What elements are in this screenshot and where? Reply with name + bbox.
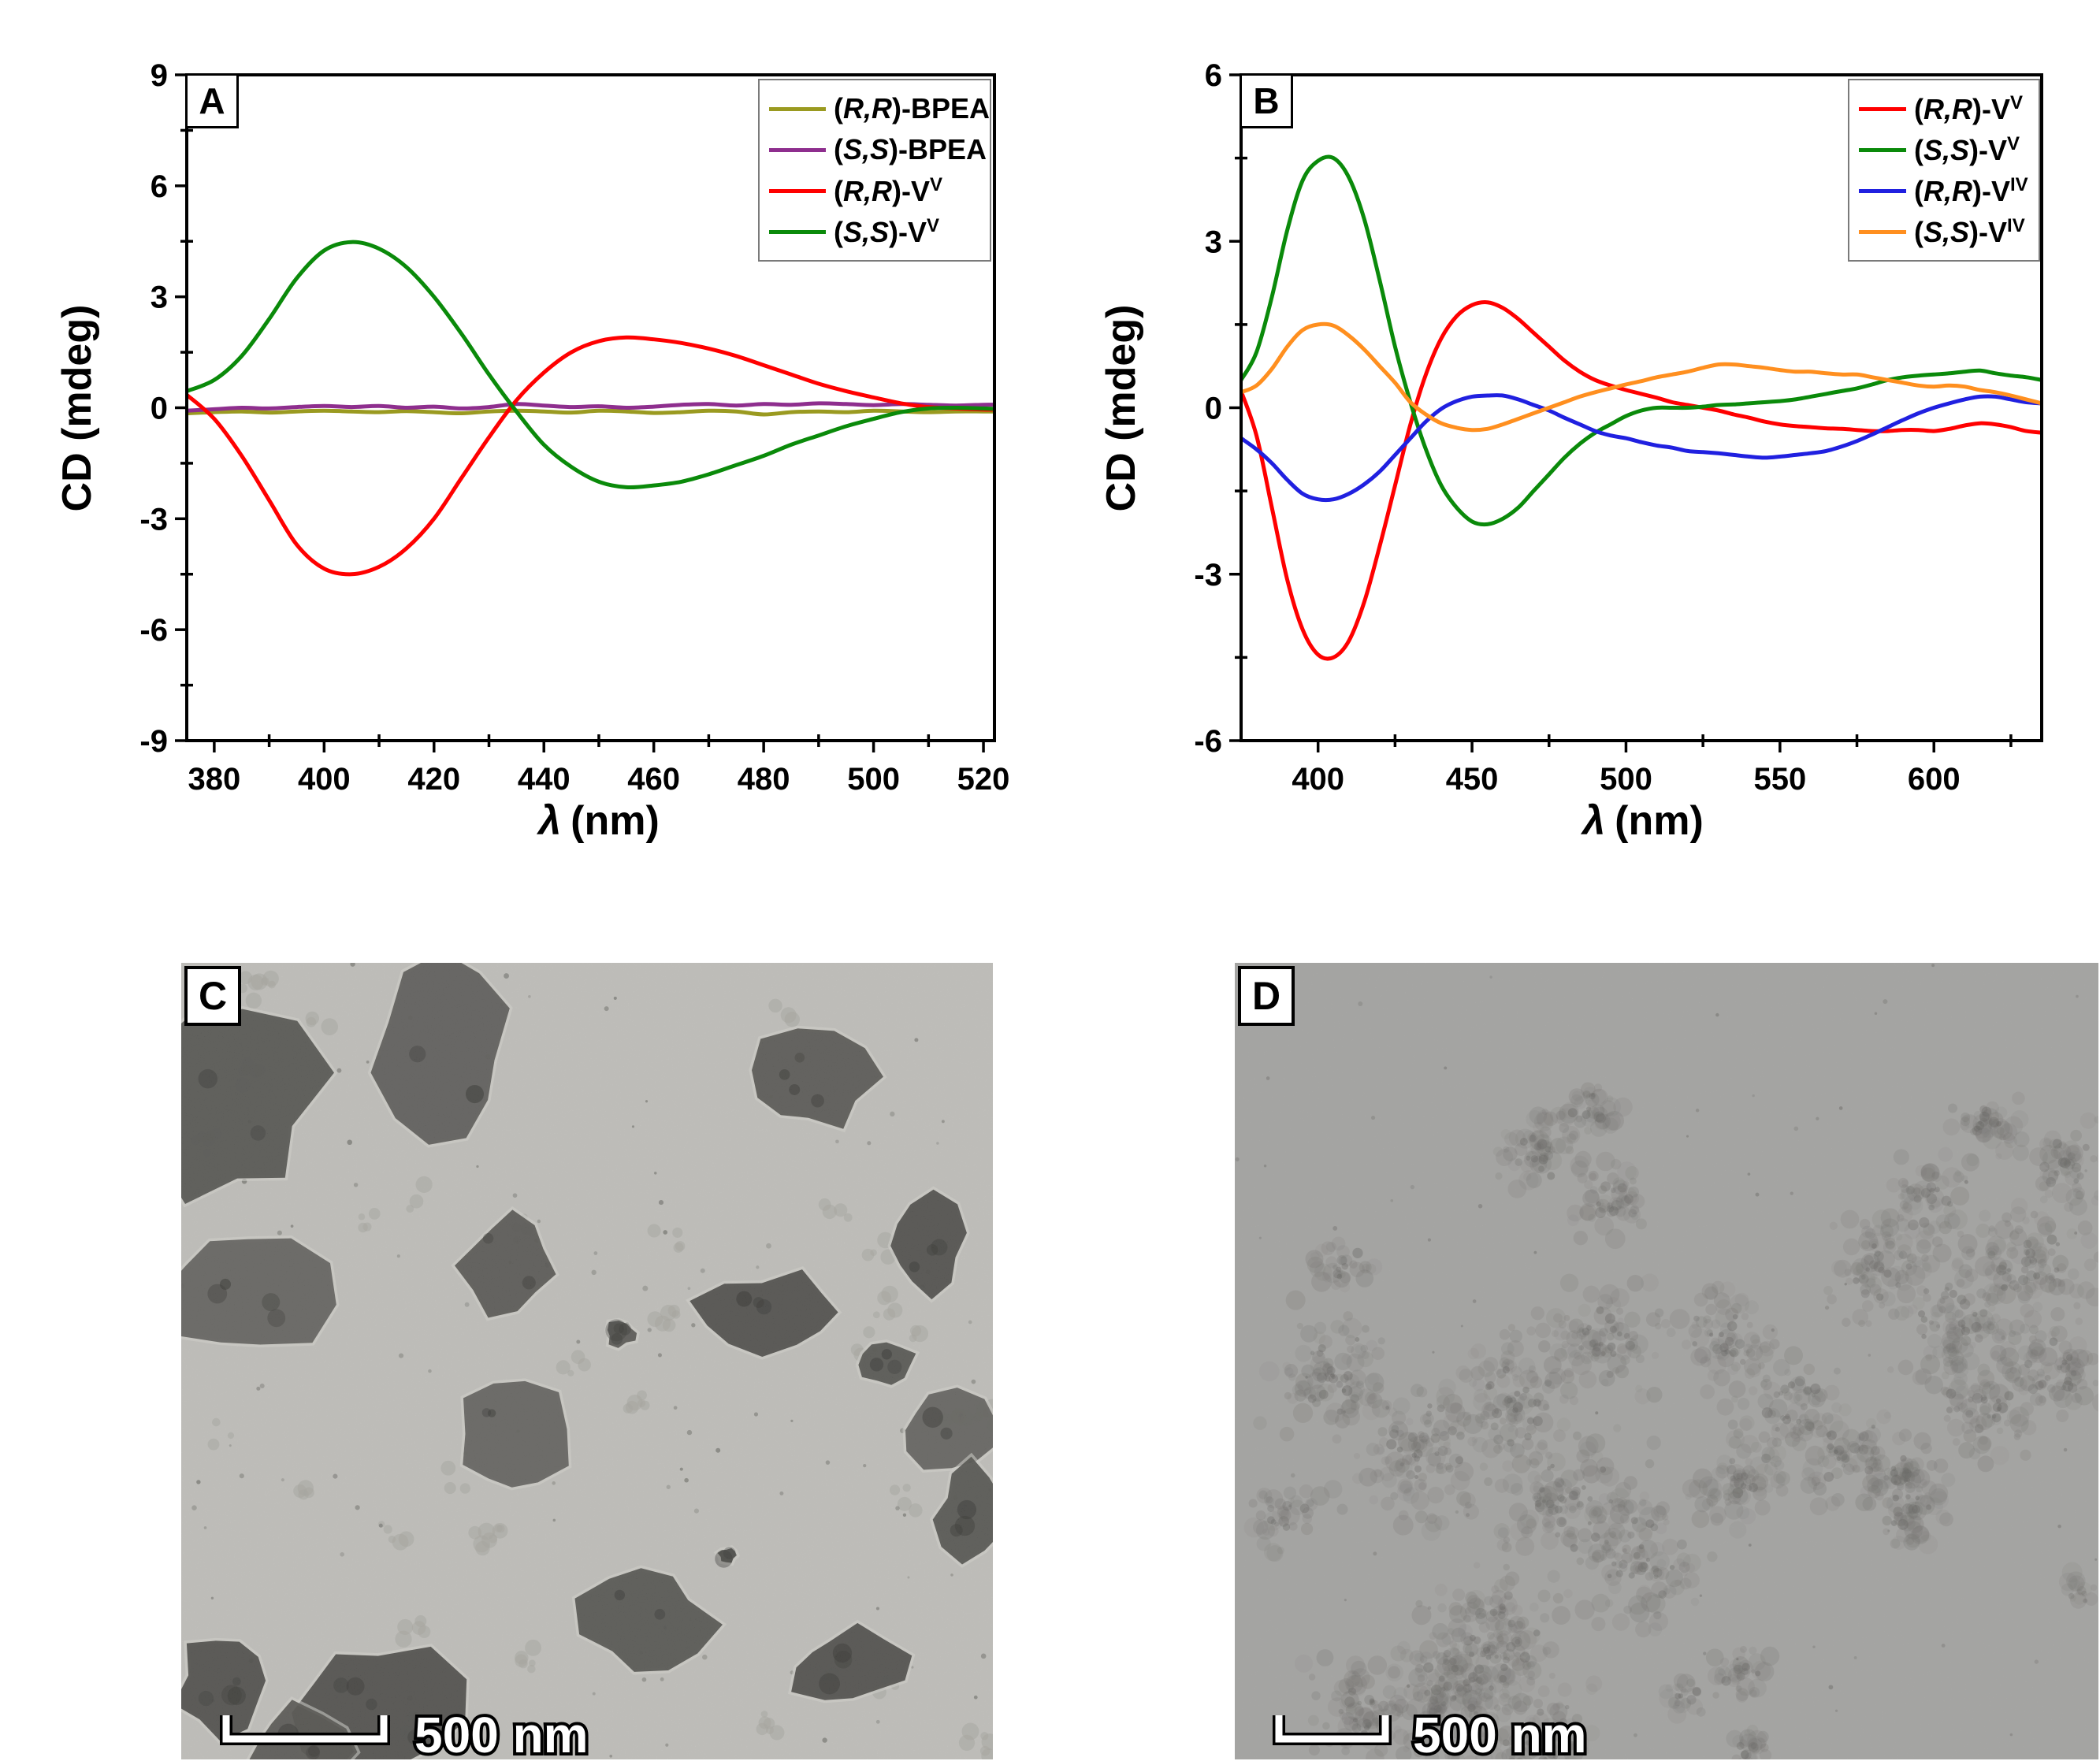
tick-label: 400 [298,762,351,797]
panel-B: 400 450 500 550 600 6 3 0 -3 -6 B λ (nm) CD (mdeg)… [1044,0,2100,882]
tick-label: -3 [139,502,168,537]
legend-line-sample [769,106,826,111]
chart-B-series [1241,154,2042,661]
y-axis-title-A: CD (mdeg) [54,304,100,512]
legend-line-sample [1859,229,1906,234]
tick-label: 0 [151,392,168,426]
tick-label: 3 [151,280,168,315]
tick-label: -6 [1194,724,1222,759]
legend-label: (R,R)-VV [1914,91,2024,125]
panel-letter: C [198,974,228,1018]
tick-label: 3 [1205,225,1222,259]
legend-label: (S,S)-VV [834,214,940,248]
chart-B-canvas: 400 450 500 550 600 6 3 0 -3 -6 [1194,58,2043,797]
panel-letter: D [1251,974,1281,1018]
tick-label: 600 [1908,762,1961,797]
tem-C-noise [181,963,993,1759]
series-line-ss-vv [187,240,994,490]
legend-label: (R,R)-VIV [1914,173,2028,207]
legend-line-sample [769,188,826,193]
x-axis-title-A: λ (nm) [538,798,660,844]
scalebar-label: 500 nm [414,1707,589,1759]
tick-label: 6 [151,169,168,204]
tick-label: 420 [407,762,460,797]
panel-D: 500 nm D [1235,963,2098,1759]
panel-letter: B [1253,80,1280,121]
panel-label-A: A [185,73,239,128]
series-line-ss-vv [1241,154,2042,527]
legend-A: (R,R)-BPEA (S,S)-BPEA (R,R)-VV (S,S)-VV [758,79,991,262]
legend-line-sample [1859,147,1906,152]
series-line-ss-bpea [187,401,994,413]
tick-label: 500 [847,762,900,797]
tick-label: 450 [1446,762,1499,797]
legend-label: (S,S)-VIV [1914,214,2025,248]
legend-line-sample [769,229,826,234]
scalebar-C: 500 nm [220,1703,592,1759]
series-line-ss-viv [1241,321,2042,433]
panel-label-B: B [1240,73,1293,128]
axis-tick-labels-A: 380 400 420 440 460 480 500 520 9 6 3 0 -3 -6 -9 [139,58,1009,797]
legend-line-sample [769,147,826,152]
scalebar-D: 500 nm [1273,1703,1590,1759]
legend-item-rr-bpea: (R,R)-BPEA [769,88,990,129]
tem-D-content [1235,963,2098,1759]
tick-label: 9 [151,58,168,93]
legend-item-ss-vv: (S,S)-VV [769,211,987,252]
tick-label: -6 [139,613,168,648]
panel-label-C: C [184,966,241,1026]
legend-item-ss-vv: (S,S)-VV [1859,129,2035,170]
tick-label: 0 [1205,392,1222,426]
tick-label: 520 [957,762,1010,797]
legend-item-rr-vv: (R,R)-VV [1859,88,2035,129]
tick-label: 380 [188,762,240,797]
axis-ticks-A [175,73,985,752]
series-line-rr-vv [187,335,994,577]
tem-C-content [181,963,993,1759]
panel-C: 500 nm C [181,963,993,1759]
tick-label: 550 [1753,762,1806,797]
legend-item-rr-viv: (R,R)-VIV [1859,170,2035,211]
panel-A: 380 400 420 440 460 480 500 520 9 6 3 0 -3 -6 -9 A λ (n… [0,0,1056,882]
scalebar-bar [1275,1715,1389,1743]
tick-label: 460 [627,762,680,797]
legend-item-ss-bpea: (S,S)-BPEA [769,129,987,170]
panel-label-D: D [1238,966,1295,1026]
series-line-rr-viv [1241,393,2042,503]
tem-D-noise [1235,963,2098,1759]
legend-item-rr-vv: (R,R)-VV [769,170,987,211]
tick-label: -3 [1194,558,1222,593]
y-axis-title-B: CD (mdeg) [1098,304,1144,512]
tick-label: -9 [139,724,168,759]
lambda-symbol: λ [1582,798,1606,844]
panel-letter: A [199,80,225,121]
legend-label: (R,R)-VV [834,173,943,207]
chart-A-series [187,240,994,577]
legend-B: (R,R)-VV (S,S)-VV (R,R)-VIV (S,S)-VIV [1848,79,2040,262]
legend-item-ss-viv: (S,S)-VIV [1859,211,2035,252]
axis-tick-labels-B: 400 450 500 550 600 6 3 0 -3 -6 [1194,58,1960,797]
tick-label: 480 [738,762,790,797]
lambda-symbol: λ [538,798,562,844]
series-line-rr-bpea [187,408,994,417]
x-axis-title-B: λ (nm) [1582,798,1704,844]
tem-image-C: 500 nm [181,963,993,1759]
axis-ticks-B [1229,73,2013,752]
legend-label: (S,S)-BPEA [834,133,987,165]
legend-label: (R,R)-BPEA [834,92,990,124]
scalebar-bar [222,1715,388,1743]
tick-label: 500 [1600,762,1652,797]
legend-line-sample [1859,188,1906,193]
scalebar-label: 500 nm [1413,1707,1587,1759]
tem-image-D: 500 nm [1235,963,2098,1759]
chart-A-canvas: 380 400 420 440 460 480 500 520 9 6 3 0 -3 -6 -9 [139,58,1009,797]
tick-label: 400 [1292,762,1344,797]
tick-label: 6 [1205,58,1222,93]
series-line-rr-vv [1241,300,2042,661]
legend-label: (S,S)-VV [1914,132,2020,166]
legend-line-sample [1859,106,1906,111]
tick-label: 440 [518,762,571,797]
